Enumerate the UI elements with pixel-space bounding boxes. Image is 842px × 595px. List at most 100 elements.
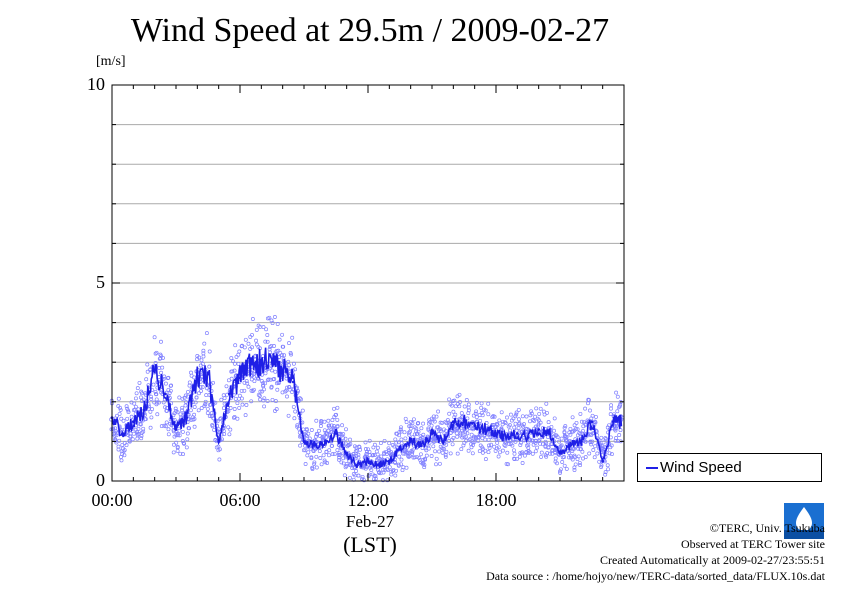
data-point <box>187 426 192 431</box>
data-point <box>202 341 207 346</box>
data-point <box>303 448 308 453</box>
data-point <box>428 420 433 424</box>
data-point <box>317 428 321 433</box>
data-point <box>128 434 133 439</box>
data-point <box>595 451 600 456</box>
data-point <box>419 426 424 431</box>
data-point <box>614 390 619 395</box>
data-point <box>546 420 551 425</box>
data-point <box>394 440 399 445</box>
data-point <box>614 426 619 431</box>
data-point <box>431 444 436 449</box>
data-point <box>327 423 332 428</box>
created-text: Created Automatically at 2009-02-27/23:5… <box>600 553 825 567</box>
data-point <box>116 396 121 401</box>
data-point <box>322 419 327 424</box>
data-point <box>149 397 154 401</box>
data-point <box>189 370 193 375</box>
data-point <box>171 429 176 434</box>
data-point <box>479 410 484 415</box>
data-point <box>192 412 197 417</box>
data-point <box>327 448 332 453</box>
data-point <box>199 406 204 411</box>
data-point <box>432 419 437 424</box>
data-point <box>286 363 291 368</box>
x-date-label: Feb-27 <box>345 512 395 531</box>
data-point <box>483 457 488 462</box>
data-point <box>451 409 456 414</box>
terc-logo-icon <box>784 503 824 539</box>
data-point <box>453 412 458 417</box>
data-point <box>184 445 189 450</box>
data-point <box>372 442 377 447</box>
data-point <box>122 453 127 458</box>
data-point <box>161 355 165 360</box>
data-point <box>570 457 575 462</box>
data-point <box>166 387 171 392</box>
data-point <box>203 402 208 407</box>
data-point <box>275 322 280 326</box>
data-point <box>519 430 524 434</box>
data-point <box>424 453 429 458</box>
data-point <box>379 454 384 459</box>
data-point <box>412 455 417 460</box>
data-point <box>552 428 556 433</box>
data-point <box>446 439 451 443</box>
data-point <box>274 348 279 353</box>
data-point <box>293 367 298 372</box>
data-point <box>544 441 549 446</box>
data-point <box>477 449 482 454</box>
data-point <box>231 359 236 364</box>
data-point <box>444 449 449 454</box>
data-point <box>133 404 138 409</box>
data-point <box>291 361 296 366</box>
data-point <box>230 369 235 374</box>
x-tick-label: 06:00 <box>219 490 261 510</box>
data-point <box>122 448 127 453</box>
data-point <box>461 443 466 448</box>
data-point <box>407 453 412 458</box>
data-point <box>168 388 173 393</box>
data-point <box>465 431 470 436</box>
data-point <box>508 442 513 446</box>
data-point <box>192 405 197 409</box>
data-point <box>237 393 242 398</box>
data-point <box>145 369 150 374</box>
data-point <box>440 450 445 455</box>
data-point <box>378 441 383 446</box>
data-point <box>329 423 334 428</box>
legend: Wind Speed <box>637 453 822 482</box>
data-point <box>474 409 479 414</box>
data-point <box>505 415 509 420</box>
data-point <box>348 437 352 442</box>
data-point <box>244 403 249 407</box>
data-point <box>431 414 436 419</box>
data-point <box>533 440 538 445</box>
data-point <box>443 454 448 459</box>
data-point <box>335 448 340 453</box>
data-point <box>564 466 569 471</box>
data-point <box>344 462 349 467</box>
data-point <box>229 376 234 381</box>
data-point <box>447 397 452 402</box>
data-point <box>335 405 340 410</box>
data-point <box>572 465 577 470</box>
data-point <box>159 370 164 375</box>
data-point <box>455 434 460 439</box>
data-point <box>609 452 614 457</box>
data-point <box>277 337 282 342</box>
data-point <box>514 412 519 417</box>
data-point <box>404 465 409 470</box>
data-point <box>274 407 279 412</box>
data-point <box>210 424 215 429</box>
data-point <box>426 446 431 451</box>
data-point <box>382 438 387 443</box>
data-point <box>486 412 491 417</box>
data-point <box>305 453 310 458</box>
data-point <box>183 393 188 398</box>
data-point <box>618 428 623 433</box>
data-point <box>483 408 488 413</box>
data-point <box>459 428 464 433</box>
data-point <box>136 426 141 431</box>
data-point <box>300 408 305 413</box>
